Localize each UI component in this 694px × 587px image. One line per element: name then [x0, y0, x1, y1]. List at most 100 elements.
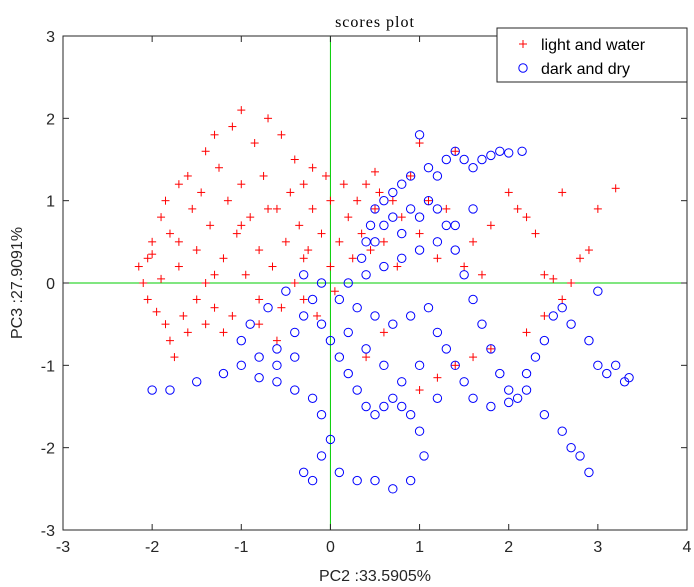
x-tick-label: 1	[415, 539, 424, 556]
plus-marker	[157, 274, 166, 283]
circle-marker	[352, 303, 362, 313]
plus-marker	[326, 262, 335, 271]
plus-marker	[183, 328, 192, 337]
circle-marker	[539, 335, 550, 346]
circle-marker	[602, 368, 612, 379]
legend-box	[496, 27, 688, 83]
circle-marker	[468, 163, 478, 173]
series-1	[147, 130, 634, 494]
circle-marker	[468, 294, 478, 305]
y-tick-label: -3	[41, 523, 55, 540]
circle-marker	[361, 401, 371, 412]
plus-marker	[362, 353, 371, 362]
plus-marker	[415, 139, 424, 148]
plus-marker	[281, 237, 290, 246]
plus-marker	[299, 180, 308, 189]
plus-marker	[362, 180, 371, 189]
circle-marker	[397, 228, 407, 239]
circle-marker	[325, 335, 336, 346]
circle-marker	[272, 344, 282, 354]
plus-marker	[433, 373, 442, 382]
y-tick-label: 0	[46, 276, 55, 293]
x-tick-label: 4	[683, 539, 692, 556]
plus-marker	[152, 307, 161, 316]
circle-marker	[575, 451, 585, 461]
circle-marker	[192, 377, 202, 387]
circle-marker	[414, 212, 425, 222]
legend-label-dark-and-dry: dark and dry	[541, 61, 630, 78]
circle-marker	[361, 237, 371, 247]
plus-marker	[272, 204, 281, 213]
plus-marker	[330, 287, 339, 296]
plus-marker	[286, 188, 295, 197]
plus-marker	[201, 147, 210, 156]
circle-marker	[450, 220, 460, 231]
circle-marker	[441, 154, 452, 165]
circle-marker	[530, 352, 541, 362]
chart-title: scores plot	[335, 14, 415, 31]
circle-marker	[379, 360, 389, 371]
plus-marker	[353, 196, 362, 205]
plus-marker	[308, 163, 317, 172]
circle-marker	[245, 319, 255, 329]
plus-marker	[313, 311, 322, 320]
plus-marker	[549, 274, 558, 283]
plus-marker	[174, 180, 183, 189]
circle-marker	[414, 130, 425, 140]
circle-marker	[165, 385, 175, 395]
circle-marker	[504, 397, 514, 408]
circle-marker	[521, 368, 532, 379]
circle-marker	[419, 451, 429, 461]
circle-marker	[557, 303, 567, 313]
plus-marker	[219, 328, 228, 337]
circle-marker	[468, 393, 478, 403]
plus-marker	[272, 336, 281, 345]
plus-marker	[513, 204, 522, 213]
circle-marker	[272, 377, 282, 387]
circle-marker	[557, 426, 567, 436]
plus-marker	[366, 246, 375, 255]
plus-marker	[469, 237, 478, 246]
plus-marker	[183, 171, 192, 180]
circle-marker	[397, 253, 407, 263]
circle-marker	[307, 393, 318, 403]
circle-marker	[218, 368, 229, 379]
y-tick-label: -1	[41, 358, 55, 375]
y-tick-label: 1	[46, 194, 55, 211]
plus-marker	[157, 213, 166, 222]
plus-marker	[264, 204, 273, 213]
circle-marker	[405, 204, 416, 214]
plus-marker	[215, 163, 223, 172]
plus-marker	[188, 204, 197, 213]
circle-marker	[343, 327, 353, 338]
circle-marker	[521, 385, 532, 395]
circle-marker	[388, 212, 398, 222]
circle-marker	[334, 294, 345, 305]
plus-marker	[584, 246, 593, 255]
circle-marker	[495, 368, 505, 379]
plus-marker	[388, 196, 397, 205]
plus-marker	[197, 188, 206, 197]
plus-marker	[201, 320, 210, 329]
plus-marker	[451, 147, 460, 156]
plus-marker	[228, 311, 237, 320]
plus-marker	[375, 188, 384, 197]
circle-marker	[450, 245, 460, 255]
plus-marker	[486, 344, 495, 353]
circle-marker	[334, 467, 345, 478]
plus-marker	[161, 320, 170, 329]
circle-marker	[254, 372, 264, 383]
circle-marker	[397, 179, 407, 189]
circle-marker	[414, 360, 425, 371]
plus-marker	[201, 279, 210, 287]
x-tick-label: 2	[504, 539, 513, 556]
series-0	[134, 106, 620, 395]
plus-marker	[255, 295, 264, 304]
circle-marker	[325, 434, 336, 445]
circle-marker	[459, 154, 469, 165]
circle-marker	[298, 311, 309, 321]
series-layer	[134, 106, 634, 494]
circle-marker	[379, 261, 389, 272]
circle-marker	[370, 410, 380, 420]
plus-marker	[393, 262, 402, 271]
